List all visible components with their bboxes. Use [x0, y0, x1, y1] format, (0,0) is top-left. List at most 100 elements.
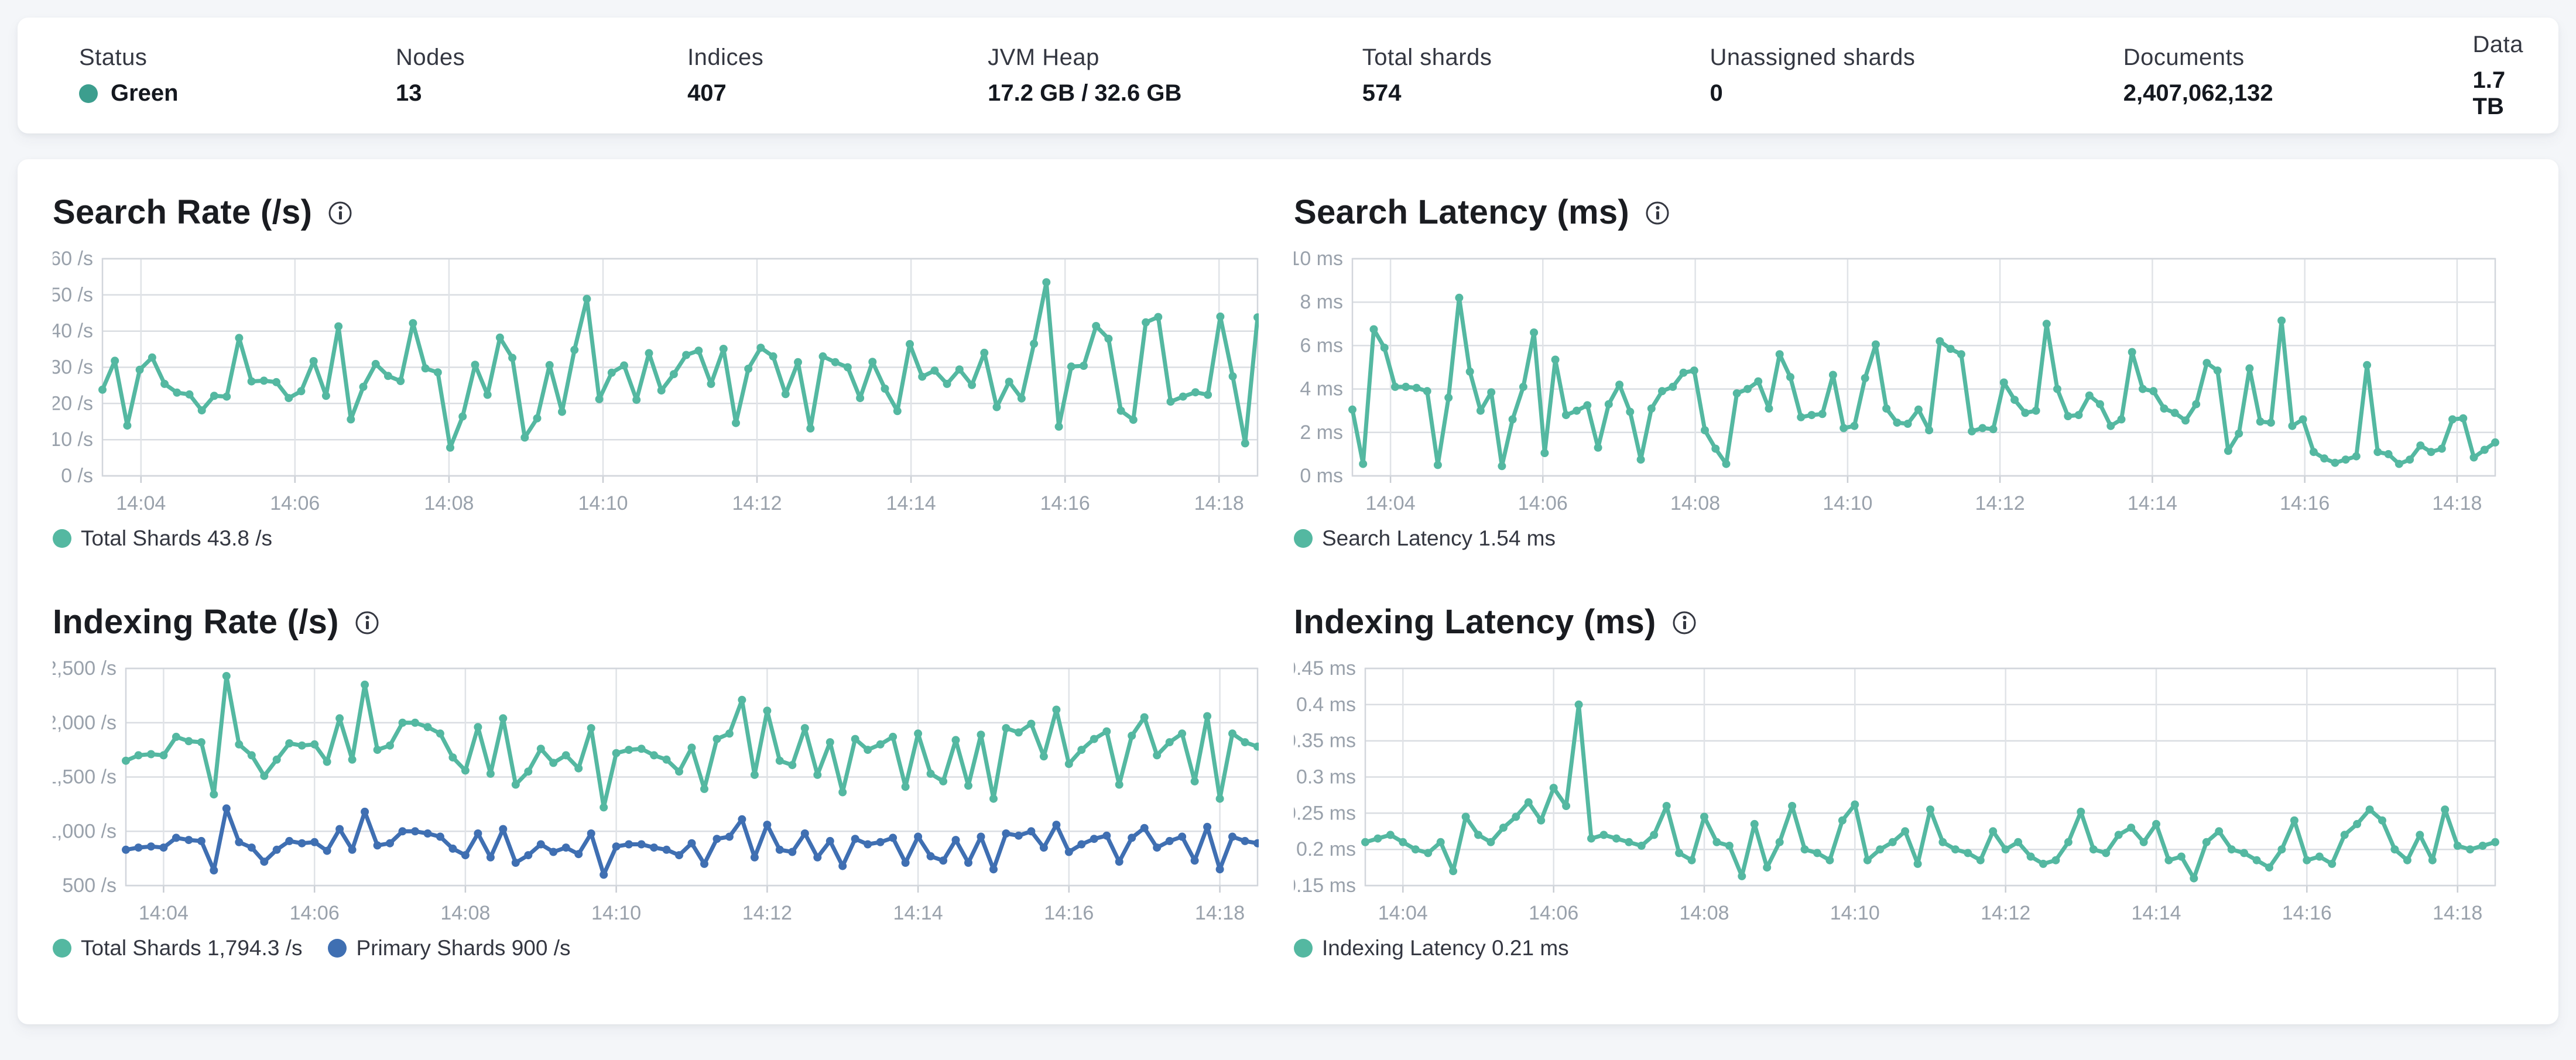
- info-icon[interactable]: [1671, 610, 1697, 636]
- search-latency-legend: Search Latency 1.54 ms: [1294, 526, 2506, 551]
- stat-value: Green: [111, 80, 179, 106]
- svg-text:2,000 /s: 2,000 /s: [53, 712, 117, 734]
- svg-text:14:06: 14:06: [1529, 902, 1578, 924]
- legend-item-total-shards[interactable]: Total Shards 43.8 /s: [53, 526, 272, 551]
- stat-label: Unassigned shards: [1710, 44, 1916, 70]
- svg-text:14:10: 14:10: [1830, 902, 1880, 924]
- svg-text:20 /s: 20 /s: [53, 392, 93, 414]
- stat-label: JVM Heap: [988, 44, 1099, 70]
- chart-title-search-rate: Search Rate (/s): [53, 193, 313, 231]
- search-latency-chart[interactable]: 0 ms 2 ms 4 ms 6 ms 8 ms 10 ms 14:04 14:06 14:08…: [1294, 229, 2506, 516]
- stat-data-size: Data 1.7 TB: [2473, 32, 2524, 120]
- legend-dot-teal: [1294, 939, 1313, 958]
- svg-text:14:14: 14:14: [893, 902, 943, 924]
- svg-text:14:08: 14:08: [1679, 902, 1729, 924]
- svg-text:14:16: 14:16: [2282, 902, 2332, 924]
- svg-text:0.25 ms: 0.25 ms: [1294, 802, 1356, 824]
- indexing-rate-chart[interactable]: 500 /s 1,000 /s 1,500 /s 2,000 /s 2,500 /s 14…: [53, 639, 1259, 926]
- legend-dot-teal: [1294, 529, 1313, 548]
- indexing-latency-chart[interactable]: 0.15 ms 0.2 ms 0.25 ms 0.3 ms 0.35 ms 0.4 ms 0…: [1294, 639, 2506, 926]
- legend-label: Search Latency 1.54 ms: [1322, 526, 1556, 550]
- svg-text:14:16: 14:16: [1040, 492, 1090, 514]
- stat-value: 13: [395, 80, 422, 106]
- svg-text:14:08: 14:08: [440, 902, 490, 924]
- stat-label: Data: [2472, 31, 2524, 57]
- svg-text:14:18: 14:18: [2432, 492, 2482, 514]
- svg-text:14:06: 14:06: [1518, 492, 1568, 514]
- stat-label: Documents: [2123, 44, 2245, 70]
- svg-text:2,500 /s: 2,500 /s: [53, 657, 117, 680]
- legend-item-search-latency[interactable]: Search Latency 1.54 ms: [1294, 526, 1556, 551]
- legend-item-indexing-latency[interactable]: Indexing Latency 0.21 ms: [1294, 936, 1569, 960]
- svg-text:14:12: 14:12: [732, 492, 782, 514]
- svg-text:14:06: 14:06: [290, 902, 340, 924]
- svg-text:14:04: 14:04: [116, 492, 166, 514]
- stat-value: 1.7 TB: [2472, 67, 2506, 119]
- stat-unassigned-shards: Unassigned shards 0: [1710, 44, 2123, 107]
- svg-text:0 /s: 0 /s: [61, 465, 93, 487]
- legend-label: Total Shards 1,794.3 /s: [81, 936, 303, 960]
- search-latency-chart-block: Search Latency (ms) 0 ms 2 ms 4 ms 6 ms 8 ms…: [1294, 193, 2506, 551]
- svg-text:14:06: 14:06: [270, 492, 320, 514]
- search-rate-chart[interactable]: 0 /s 10 /s 20 /s 30 /s 40 /s 50 /s 60 /s 14:04 1…: [53, 229, 1259, 516]
- stat-indices: Indices 407: [687, 44, 988, 107]
- chart-title-indexing-rate: Indexing Rate (/s): [53, 602, 339, 641]
- svg-text:500 /s: 500 /s: [62, 874, 117, 897]
- legend-dot-blue: [328, 939, 347, 958]
- info-icon[interactable]: [327, 200, 353, 226]
- stat-status: Status Green: [79, 44, 396, 107]
- indexing-latency-chart-block: Indexing Latency (ms) 0.15 ms 0.2 ms 0.25 …: [1294, 602, 2506, 961]
- svg-text:0.15 ms: 0.15 ms: [1294, 874, 1356, 897]
- legend-item-primary-shards[interactable]: Primary Shards 900 /s: [328, 936, 571, 960]
- svg-text:6 ms: 6 ms: [1300, 334, 1343, 356]
- cluster-status-bar: Status Green Nodes 13 Indices 407 JVM He…: [18, 18, 2558, 133]
- stat-total-shards: Total shards 574: [1362, 44, 1710, 107]
- svg-text:2 ms: 2 ms: [1300, 421, 1343, 444]
- stat-label: Status: [79, 44, 148, 70]
- svg-text:60 /s: 60 /s: [53, 248, 93, 270]
- svg-text:14:18: 14:18: [1195, 902, 1245, 924]
- stat-label: Nodes: [395, 44, 465, 70]
- svg-text:4 ms: 4 ms: [1300, 378, 1343, 400]
- svg-text:14:10: 14:10: [578, 492, 628, 514]
- stat-value: 17.2 GB / 32.6 GB: [988, 80, 1182, 106]
- svg-text:50 /s: 50 /s: [53, 284, 93, 306]
- indexing-rate-chart-block: Indexing Rate (/s) 500 /s 1,000 /s 1,500 /…: [53, 602, 1259, 961]
- svg-text:14:08: 14:08: [424, 492, 474, 514]
- svg-text:1,500 /s: 1,500 /s: [53, 766, 117, 788]
- svg-text:14:16: 14:16: [1044, 902, 1094, 924]
- chart-title-indexing-latency: Indexing Latency (ms): [1294, 602, 1656, 641]
- legend-dot-teal: [53, 529, 71, 548]
- svg-text:30 /s: 30 /s: [53, 356, 93, 379]
- health-status-dot: [79, 84, 98, 103]
- svg-text:14:04: 14:04: [139, 902, 189, 924]
- svg-text:14:04: 14:04: [1378, 902, 1428, 924]
- info-icon[interactable]: [354, 610, 380, 636]
- svg-text:14:12: 14:12: [1981, 902, 2030, 924]
- legend-label: Total Shards 43.8 /s: [81, 526, 273, 550]
- legend-label: Indexing Latency 0.21 ms: [1322, 936, 1569, 960]
- svg-text:1,000 /s: 1,000 /s: [53, 820, 117, 842]
- svg-text:14:12: 14:12: [742, 902, 792, 924]
- info-icon[interactable]: [1645, 200, 1670, 226]
- svg-text:10 /s: 10 /s: [53, 428, 93, 451]
- stat-value: 0: [1710, 80, 1723, 106]
- stat-value: 2,407,062,132: [2123, 80, 2273, 106]
- svg-text:14:18: 14:18: [1194, 492, 1244, 514]
- stat-value: 407: [687, 80, 727, 106]
- svg-text:0.3 ms: 0.3 ms: [1296, 766, 1356, 788]
- svg-text:40 /s: 40 /s: [53, 320, 93, 342]
- svg-text:14:18: 14:18: [2433, 902, 2482, 924]
- svg-text:0.2 ms: 0.2 ms: [1296, 838, 1356, 860]
- svg-text:0.35 ms: 0.35 ms: [1294, 730, 1356, 752]
- search-rate-chart-block: Search Rate (/s) 0 /s 10 /s 20 /s 30 /s 40 /…: [53, 193, 1259, 551]
- legend-item-total-shards[interactable]: Total Shards 1,794.3 /s: [53, 936, 302, 960]
- search-rate-legend: Total Shards 43.8 /s: [53, 526, 1259, 551]
- stat-jvm-heap: JVM Heap 17.2 GB / 32.6 GB: [988, 44, 1362, 107]
- stat-value: 574: [1362, 80, 1402, 106]
- svg-text:14:14: 14:14: [2131, 902, 2181, 924]
- svg-text:14:04: 14:04: [1366, 492, 1416, 514]
- indexing-latency-legend: Indexing Latency 0.21 ms: [1294, 935, 2506, 961]
- stack-monitoring-overview: Status Green Nodes 13 Indices 407 JVM He…: [0, 18, 2576, 1060]
- svg-text:0 ms: 0 ms: [1300, 465, 1343, 487]
